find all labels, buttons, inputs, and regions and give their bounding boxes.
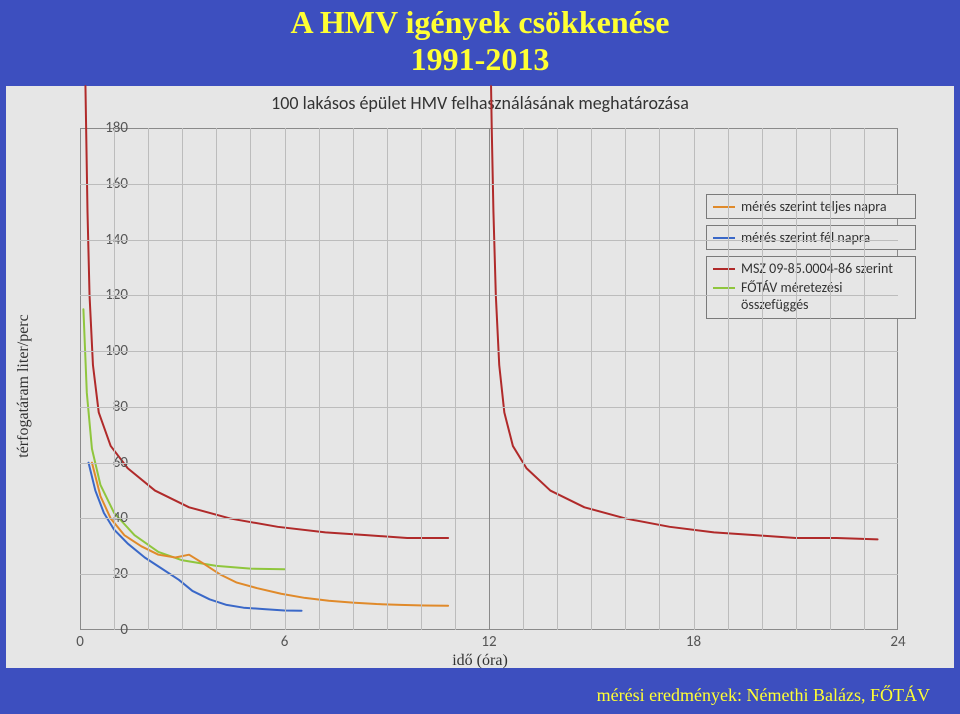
legend-box: MSZ 09-85.0004-86 szerintFŐTÁV méretezés… <box>706 256 916 319</box>
gridline-v <box>659 128 660 630</box>
gridline-v <box>387 128 388 630</box>
slide-root: A HMV igények csökkenése 1991-2013 100 l… <box>0 0 960 714</box>
gridline-v <box>319 128 320 630</box>
gridline-v <box>455 128 456 630</box>
gridline-v <box>796 128 797 630</box>
gridline-v <box>830 128 831 630</box>
gridline-v <box>421 128 422 630</box>
x-tick-label: 24 <box>890 633 905 651</box>
gridline-v <box>557 128 558 630</box>
gridline-v <box>353 128 354 630</box>
chart-panel: 100 lakásos épület HMV felhasználásának … <box>6 86 954 668</box>
legend-swatch <box>713 268 735 270</box>
series-meres_fel <box>89 463 302 611</box>
title-line1: A HMV igények csökkenése <box>291 4 670 40</box>
legend-swatch <box>713 237 735 239</box>
gridline-v <box>523 128 524 630</box>
legend-box: mérés szerint teljes napra <box>706 194 916 219</box>
gridline-v <box>728 128 729 630</box>
gridline-v <box>489 128 490 630</box>
chart-title: 100 lakásos épület HMV felhasználásának … <box>6 92 954 114</box>
gridline-v <box>285 128 286 630</box>
gridline-v <box>182 128 183 630</box>
legend-label: mérés szerint fél napra <box>741 229 870 246</box>
chart-legend: mérés szerint teljes napra mérés szerint … <box>706 194 916 325</box>
gridline-v <box>762 128 763 630</box>
series-msz_left <box>85 86 448 538</box>
slide-title: A HMV igények csökkenése 1991-2013 <box>0 4 960 78</box>
legend-label: MSZ 09-85.0004-86 szerint <box>741 260 907 277</box>
gridline-v <box>216 128 217 630</box>
gridline-v <box>694 128 695 630</box>
gridline-v <box>148 128 149 630</box>
gridline-v <box>114 128 115 630</box>
gridline-v <box>864 128 865 630</box>
legend-box: mérés szerint fél napra <box>706 225 916 250</box>
title-line2: 1991-2013 <box>411 41 550 77</box>
gridline-v <box>250 128 251 630</box>
x-tick-label: 18 <box>686 633 701 651</box>
gridline-v <box>591 128 592 630</box>
gridline-v <box>625 128 626 630</box>
legend-swatch <box>713 287 735 289</box>
y-tick-label: 0 <box>88 621 128 639</box>
y-tick-label: 180 <box>88 119 128 137</box>
x-axis-label: idő (óra) <box>6 652 954 670</box>
series-meres_teljes <box>92 463 448 606</box>
x-tick-label: 6 <box>281 633 289 651</box>
x-tick-label: 0 <box>76 633 84 651</box>
legend-swatch <box>713 206 735 208</box>
x-tick-label: 12 <box>481 633 496 651</box>
credit-text: mérési eredmények: Némethi Balázs, FŐTÁV <box>597 685 930 706</box>
y-axis-label: térfogatáram liter/perc <box>15 314 33 457</box>
